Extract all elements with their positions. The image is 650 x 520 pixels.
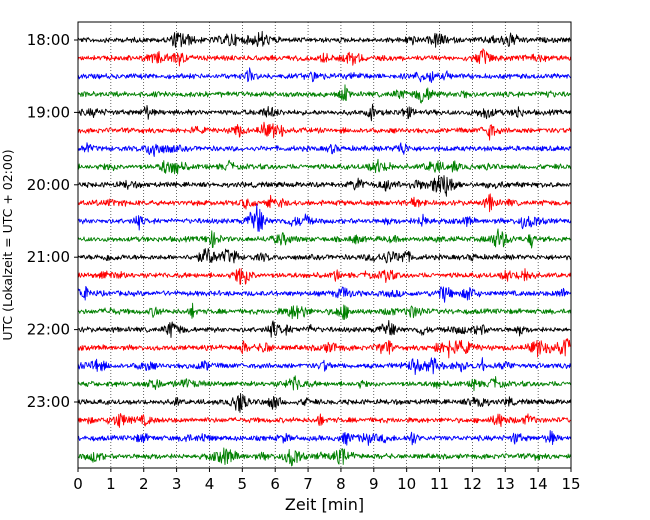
- trace-line: [77, 393, 572, 413]
- trace-line: [77, 248, 572, 264]
- x-tick-label: 0: [73, 475, 83, 493]
- y-tick-label: 23:00: [27, 393, 70, 411]
- trace-line: [77, 228, 571, 249]
- y-axis-title: UTC (Lokalzeit = UTC + 02:00): [0, 149, 15, 340]
- trace-line: [77, 158, 572, 175]
- trace-line: [77, 121, 572, 141]
- x-tick-label: 11: [430, 475, 449, 493]
- trace-layer: [77, 30, 572, 467]
- trace-line: [77, 142, 572, 157]
- y-tick-label: 22:00: [27, 321, 70, 339]
- x-tick-label: 6: [270, 475, 280, 493]
- trace-line: [77, 286, 572, 303]
- x-tick-label: 3: [172, 475, 182, 493]
- y-tick-label: 20:00: [27, 176, 70, 194]
- x-tick-label: 7: [303, 475, 313, 493]
- trace-line: [77, 30, 572, 48]
- trace-line: [77, 103, 572, 122]
- x-tick-label: 8: [336, 475, 346, 493]
- x-tick-label: 5: [238, 475, 248, 493]
- x-axis-title: Zeit [min]: [285, 495, 364, 514]
- trace-line: [77, 357, 572, 376]
- trace-line: [77, 302, 572, 321]
- trace-line: [77, 413, 571, 428]
- x-tick-label: 15: [561, 475, 580, 493]
- x-tick-label: 9: [369, 475, 379, 493]
- trace-line: [77, 338, 571, 359]
- trace-line: [77, 375, 572, 392]
- x-tick-label: 14: [529, 475, 548, 493]
- y-tick-label: 21:00: [27, 248, 70, 266]
- trace-line: [77, 67, 571, 83]
- trace-line: [77, 203, 572, 232]
- trace-line: [77, 193, 572, 213]
- x-axis: 0 1 2 3 4 5 6 7 8 9 10 11 12 13 14 15: [73, 468, 581, 493]
- y-axis: 18:00 19:00 20:00 21:00 22:00 23:00: [27, 31, 78, 411]
- trace-line: [77, 430, 572, 446]
- plot-frame: [77, 21, 572, 469]
- y-tick-label: 19:00: [27, 103, 70, 121]
- x-tick-label: 2: [139, 475, 149, 493]
- x-tick-label: 1: [106, 475, 116, 493]
- x-tick-label: 4: [205, 475, 215, 493]
- x-tick-label: 10: [397, 475, 416, 493]
- y-tick-label: 18:00: [27, 31, 70, 49]
- trace-line: [77, 48, 572, 67]
- x-tick-label: 12: [463, 475, 482, 493]
- trace-line: [77, 84, 571, 104]
- trace-line: [77, 268, 572, 285]
- x-tick-label: 13: [496, 475, 515, 493]
- grid-lines: [110, 22, 539, 468]
- trace-line: [77, 319, 571, 338]
- trace-line: [77, 175, 571, 197]
- trace-line: [77, 447, 572, 467]
